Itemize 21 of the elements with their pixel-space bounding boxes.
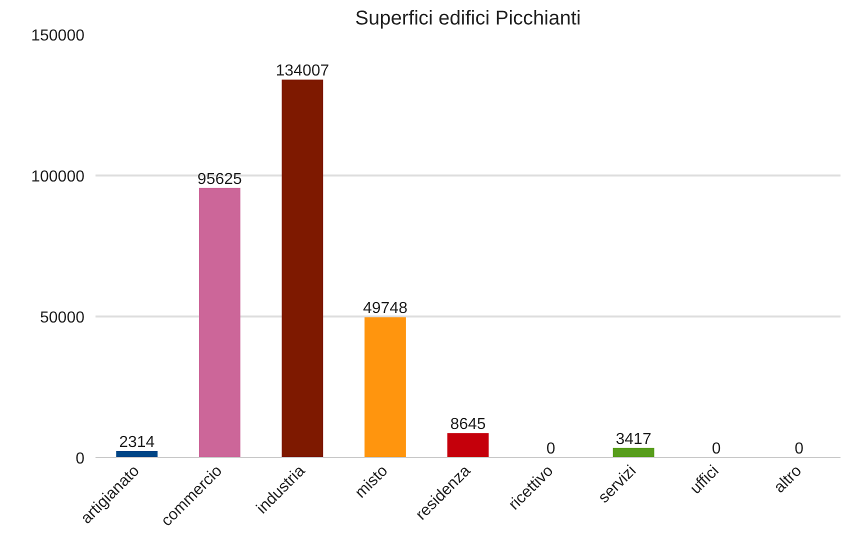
data-label: 0 <box>712 440 721 458</box>
data-label: 0 <box>794 440 804 458</box>
bar <box>116 450 158 458</box>
data-label: 2314 <box>119 434 155 451</box>
bar <box>282 80 324 458</box>
data-label: 49748 <box>362 300 408 318</box>
chart-title: Superfici edifici Picchianti <box>355 8 581 30</box>
data-label: 95625 <box>197 170 242 188</box>
y-tick-label: 50000 <box>40 310 85 326</box>
data-label: 0 <box>546 440 556 458</box>
bar <box>364 317 406 458</box>
bar <box>447 433 489 458</box>
bar <box>198 188 240 458</box>
y-tick-label: 150000 <box>31 28 85 44</box>
y-tick-label: 100000 <box>31 168 85 186</box>
y-tick-label: 0 <box>76 450 85 468</box>
data-label: 134007 <box>276 62 330 80</box>
x-tick-label: altro <box>771 462 806 497</box>
data-label: 8645 <box>450 416 486 434</box>
data-label: 3417 <box>616 430 652 448</box>
bar <box>612 448 654 458</box>
